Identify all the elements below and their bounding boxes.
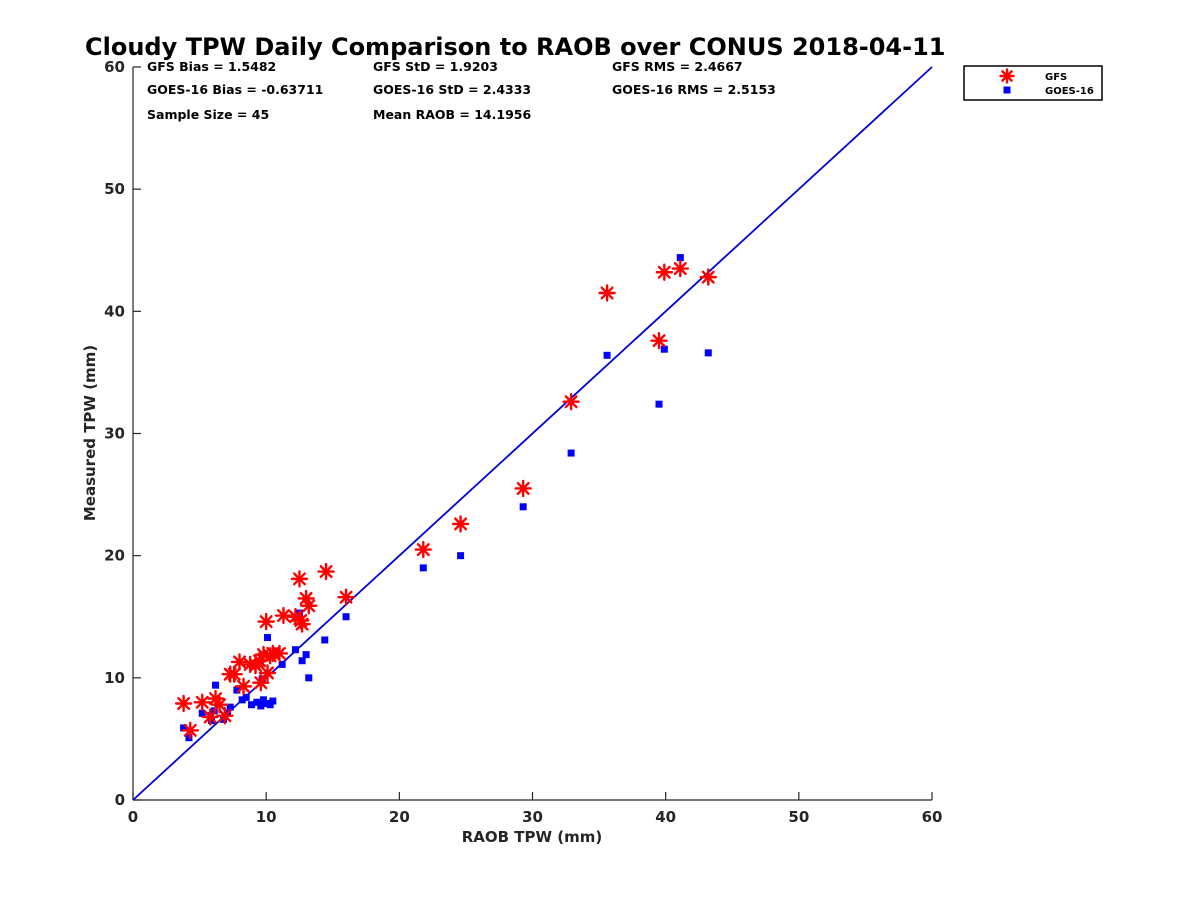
gfs-point [414, 540, 433, 559]
gfs-point [252, 674, 270, 692]
series-gfs [174, 259, 717, 740]
gfs-point [671, 259, 690, 278]
goes16-point [253, 698, 261, 706]
stat-text: GOES-16 StD = 2.4333 [373, 82, 531, 97]
y-tick-label: 50 [104, 180, 125, 198]
goes16-point [242, 693, 250, 701]
chart-title: Cloudy TPW Daily Comparison to RAOB over… [85, 33, 945, 61]
goes16-point [257, 702, 265, 710]
goes16-point [567, 449, 575, 457]
stat-text: GOES-16 Bias = -0.63711 [147, 82, 323, 97]
gfs-point [598, 284, 616, 302]
goes16-point [269, 697, 277, 705]
goes16-point [208, 717, 216, 725]
goes16-point [302, 651, 310, 659]
y-tick-label: 30 [104, 425, 125, 443]
goes16-point [660, 345, 668, 353]
gfs-point [174, 694, 193, 713]
legend-label: GFS [1045, 72, 1067, 83]
gfs-point [257, 612, 275, 631]
goes16-point [704, 349, 712, 357]
x-tick-label: 30 [522, 808, 543, 826]
x-axis-label: RAOB TPW (mm) [462, 828, 603, 846]
y-tick-label: 60 [104, 58, 125, 76]
goes16-point [655, 400, 663, 408]
goes16-point [321, 636, 329, 644]
y-tick-label: 40 [104, 302, 125, 320]
gfs-point [300, 597, 318, 615]
goes16-point [248, 701, 256, 709]
stat-text: GFS Bias = 1.5482 [147, 59, 276, 74]
x-tick-label: 10 [256, 808, 277, 826]
gfs-point [216, 707, 234, 725]
goes16-point [603, 351, 611, 359]
legend-box [963, 65, 1103, 101]
gfs-point [210, 696, 229, 714]
goes16-point [305, 674, 313, 682]
goes16-point [262, 699, 270, 707]
goes16-point [226, 703, 234, 711]
goes16-point [676, 254, 684, 262]
goes16-point [233, 686, 241, 694]
goes16-point [266, 701, 274, 709]
x-tick-label: 50 [788, 808, 809, 826]
stat-text: Sample Size = 45 [147, 107, 269, 122]
axes: 0 10 20 30 40 50 60 0 10 20 30 40 50 60 [104, 58, 942, 826]
y-tick-label: 10 [104, 669, 125, 687]
gfs-point [234, 677, 253, 696]
gfs-point [337, 588, 355, 606]
goes16-point [198, 709, 206, 717]
legend: GFS GOES-16 [963, 65, 1103, 101]
gfs-point [258, 664, 277, 682]
stats-block: GFS Bias = 1.5482 GFS StD = 1.9203 GFS RMS… [147, 59, 776, 122]
y-tick-label: 0 [115, 791, 125, 809]
goes16-point [212, 681, 220, 689]
goes16-point [278, 660, 286, 668]
gfs-point [230, 653, 249, 671]
x-tick-label: 60 [922, 808, 943, 826]
gfs-point [274, 606, 293, 625]
goes16-point [185, 734, 193, 742]
goes16-point [220, 715, 228, 723]
goes16-point [180, 724, 188, 732]
goes16-point [291, 646, 299, 654]
gfs-point [317, 562, 335, 581]
x-tick-label: 0 [128, 808, 138, 826]
goes16-point [238, 696, 246, 704]
gfs-point [562, 393, 580, 411]
gfs-point [451, 515, 470, 533]
x-tick-label: 40 [655, 808, 676, 826]
goes16-point [298, 657, 306, 665]
x-tick-label: 20 [389, 808, 410, 826]
plot-area [132, 66, 933, 801]
gfs-point [514, 479, 532, 498]
stat-text: GFS StD = 1.9203 [373, 59, 498, 74]
stat-text: GFS RMS = 2.4667 [612, 59, 743, 74]
y-tick-label: 20 [104, 547, 125, 565]
gfs-point [655, 263, 674, 281]
gfs-point [270, 644, 289, 663]
gfs-point [699, 268, 717, 286]
stat-text: GOES-16 RMS = 2.5153 [612, 82, 776, 97]
gfs-point [201, 708, 219, 726]
goes16-point [260, 696, 268, 704]
legend-goes16-marker [1003, 86, 1011, 94]
legend-label: GOES-16 [1045, 86, 1094, 97]
y-axis-label: Measured TPW (mm) [81, 345, 99, 521]
gfs-point [225, 665, 243, 683]
stat-text: Mean RAOB = 14.1956 [373, 107, 531, 122]
goes16-point [419, 564, 427, 572]
goes16-point [457, 552, 465, 560]
goes16-point [263, 634, 271, 642]
gfs-point [193, 693, 211, 711]
legend-gfs-marker [999, 68, 1015, 84]
one-to-one-line [132, 66, 933, 801]
goes16-point [342, 613, 350, 621]
gfs-point [293, 615, 311, 633]
goes16-point [519, 503, 527, 511]
gfs-point [290, 570, 309, 588]
gfs-point [181, 721, 199, 740]
gfs-point [650, 331, 668, 350]
